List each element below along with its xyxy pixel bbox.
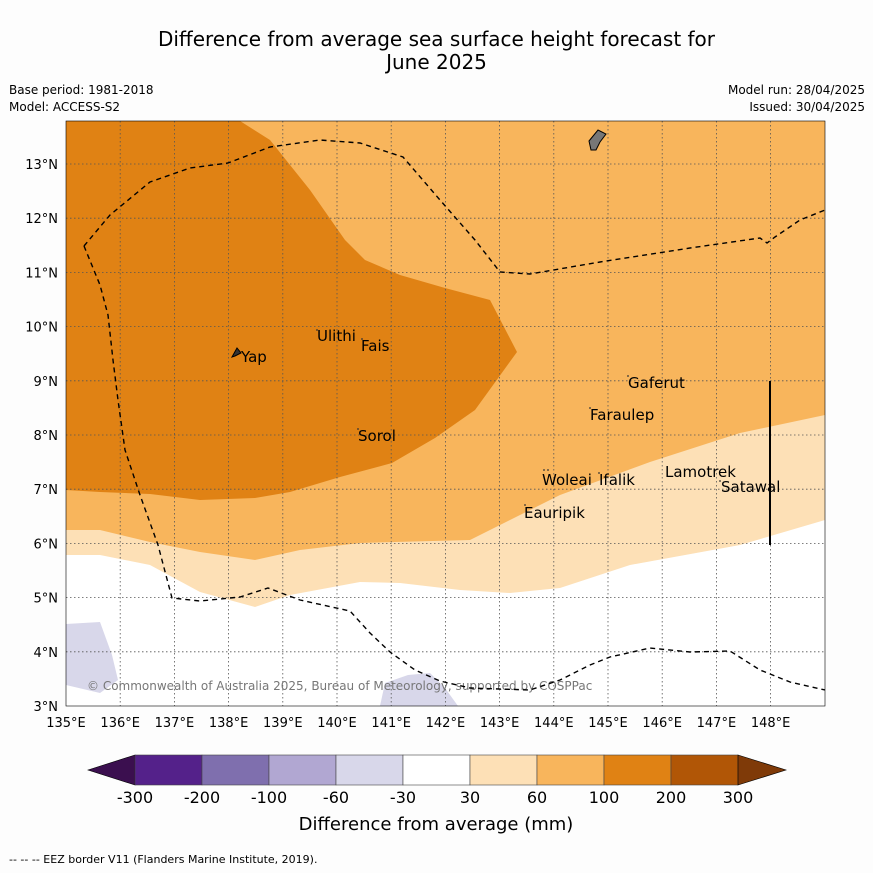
colorbar-tick-label: -300 [117,788,153,807]
colorbar-box [670,754,739,786]
colorbar-tick-labels: -300 -200 -100 -60 -30 30 60 100 200 300 [117,788,753,807]
lat-tick-label: 10°N [25,321,58,336]
lat-tick-label: 5°N [34,592,59,607]
colorbar-tick-label: 200 [656,788,687,807]
colorbar-tick-label: -60 [323,788,349,807]
colorbar-box [402,754,471,786]
longitude-tick-labels: 135°E 136°E 137°E 138°E 139°E 140°E 141°E 142°E… [46,716,790,731]
negative-patch-south [380,673,458,706]
lat-tick-label: 8°N [34,429,59,444]
chart-title: Difference from average sea surface heig… [0,28,873,74]
colorbar-min-extension [87,754,136,786]
colorbar-title: Difference from average (mm) [299,814,574,835]
map-frame [65,120,826,707]
guam-island [588,129,607,151]
lon-tick-label: 139°E [263,716,303,731]
colorbar-box [335,754,404,786]
footer-note: -- -- -- EEZ border V11 (Flanders Marine… [9,853,318,866]
lon-tick-label: 143°E [480,716,520,731]
lat-tick-label: 3°N [34,700,59,715]
lat-tick-label: 7°N [34,483,59,498]
map-plot-area: © Commonwealth of Australia 2025, Bureau… [66,121,825,706]
colorbar: -300 -200 -100 -60 -30 30 60 100 200 300 Differen… [87,754,788,835]
lon-tick-label: 145°E [588,716,628,731]
negative-patch-west [66,622,118,693]
colorbar-box [201,754,270,786]
lat-tick-label: 12°N [25,212,58,227]
colorbar-tick-label: 100 [589,788,620,807]
place-label-woleai: Woleai [542,471,592,489]
lon-tick-label: 138°E [209,716,249,731]
colorbar-tick-label: 60 [527,788,547,807]
colorbar-box [603,754,672,786]
place-label-ifalik: Ifalik [599,471,635,489]
colorbar-max-extension [737,754,788,786]
lat-tick-label: 13°N [25,158,58,173]
place-labels: Yap Ulithi Fais Sorol Gaferut Faraulep W… [240,327,780,522]
lon-tick-label: 136°E [100,716,140,731]
eez-border-west [83,245,825,691]
place-label-fais: Fais [361,337,390,355]
lat-tick-label: 11°N [25,266,58,281]
lon-tick-label: 140°E [317,716,357,731]
colorbar-box [268,754,337,786]
colorbar-box [536,754,605,786]
lon-tick-label: 141°E [371,716,411,731]
lon-tick-label: 148°E [751,716,791,731]
atoll-dots [316,329,721,506]
colorbar-tick-label: 30 [460,788,480,807]
lat-tick-label: 4°N [34,646,59,661]
title-line-2: June 2025 [386,50,487,74]
lat-tick-label: 6°N [34,537,59,552]
colorbar-tick-label: -200 [184,788,220,807]
base-period: Base period: 1981-2018 [9,83,154,97]
latitude-tick-labels: 3°N 4°N 5°N 6°N 7°N 8°N 9°N 10°N 11°N 12°N 13°N [25,158,58,715]
colorbar-tick-label: -100 [251,788,287,807]
eez-border-north [83,139,825,275]
contour-100-200 [66,121,517,500]
model-name: Model: ACCESS-S2 [9,100,121,114]
lon-tick-label: 142°E [426,716,466,731]
place-label-eauripik: Eauripik [524,504,585,522]
model-run: Model run: 28/04/2025 [727,83,865,97]
issued-date: Issued: 30/04/2025 [749,100,865,114]
copyright-text: © Commonwealth of Australia 2025, Bureau… [87,679,592,693]
place-label-lamotrek: Lamotrek [665,463,736,481]
place-label-satawal: Satawal [721,478,780,496]
meta-right: Model run: 28/04/2025 Issued: 30/04/2025 [728,82,865,116]
place-label-sorol: Sorol [358,427,396,445]
lat-tick-label: 9°N [34,375,59,390]
colorbar-box [469,754,538,786]
colorbar-boxes [134,754,739,786]
lon-tick-label: 135°E [46,716,86,731]
lon-tick-label: 146°E [642,716,682,731]
title-line-1: Difference from average sea surface heig… [157,27,716,51]
colorbar-tick-label: 300 [723,788,754,807]
place-label-faraulep: Faraulep [590,406,654,424]
lon-tick-label: 137°E [155,716,195,731]
lon-tick-label: 144°E [534,716,574,731]
meta-left: Base period: 1981-2018 Model: ACCESS-S2 [9,82,154,116]
colorbar-tick-label: -30 [390,788,416,807]
yap-island [230,347,242,358]
place-label-gaferut: Gaferut [628,374,685,392]
lon-tick-label: 147°E [697,716,737,731]
place-label-ulithi: Ulithi [317,327,356,345]
place-label-yap: Yap [240,348,267,366]
colorbar-box [134,754,203,786]
